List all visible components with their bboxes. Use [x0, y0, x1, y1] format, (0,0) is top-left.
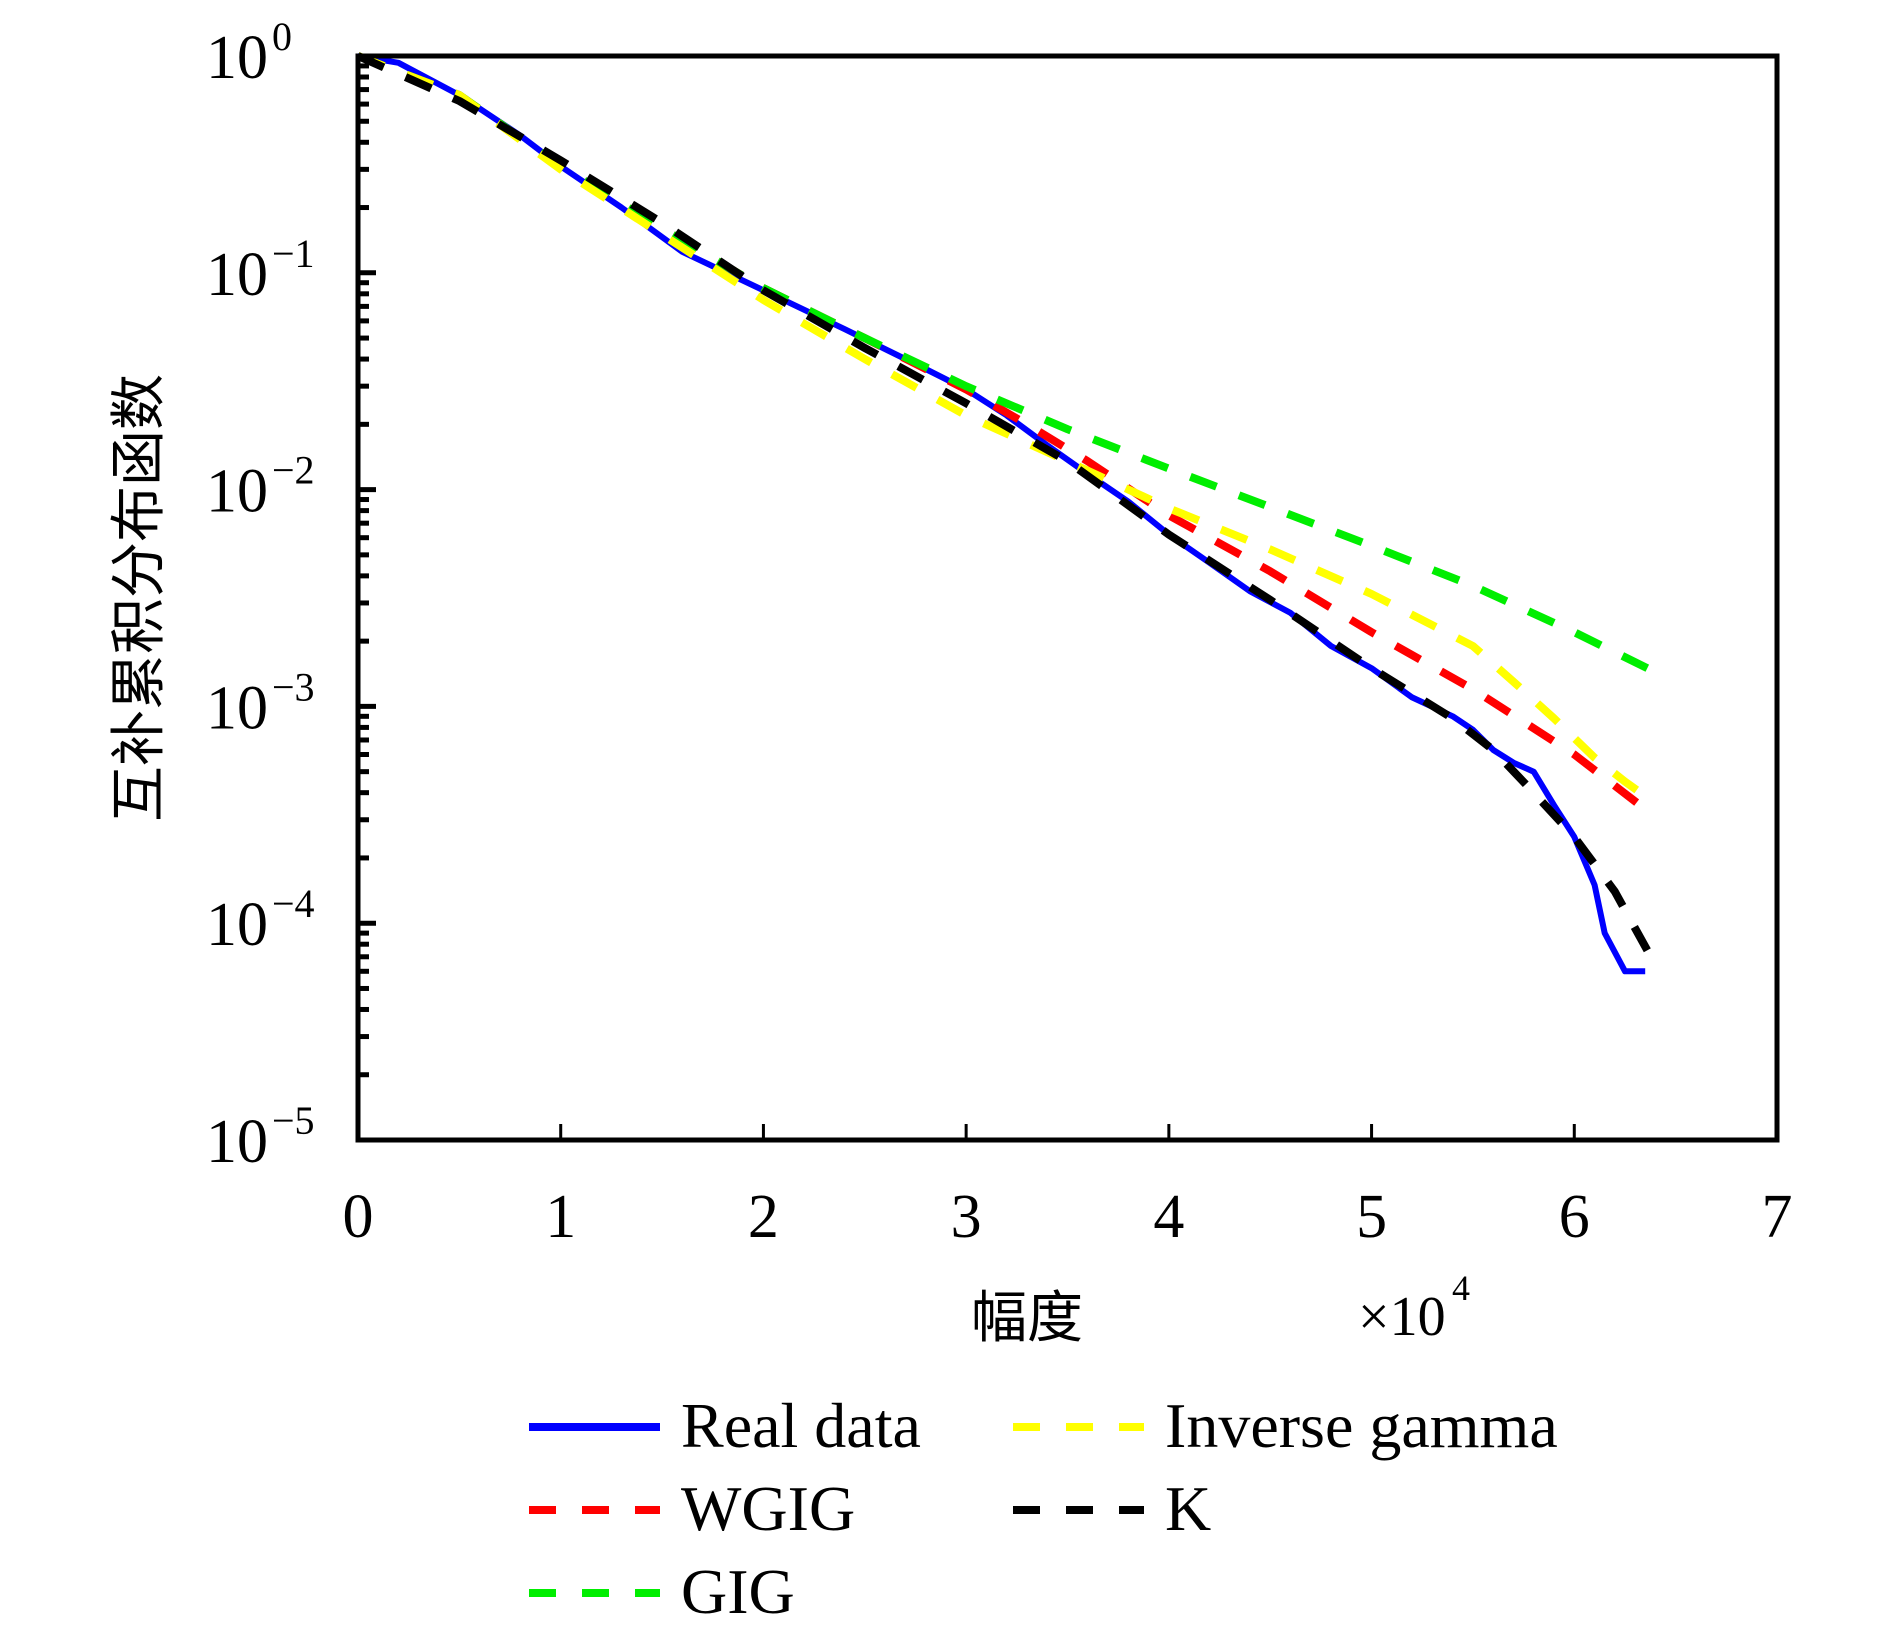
plot-background [358, 56, 1777, 1140]
plot-area [356, 52, 1777, 1140]
y-tick-label-base: 10 [206, 674, 268, 742]
axes [355, 53, 1780, 1143]
x-multiplier-exponent: 4 [1452, 1268, 1470, 1308]
y-tick-label: 10 −3 [206, 664, 315, 742]
y-tick-label-base: 10 [206, 241, 268, 309]
y-tick-label: 10 −5 [206, 1098, 315, 1176]
legend-item-real-data: Real data [529, 1390, 921, 1461]
y-tick-label-exponent: −1 [272, 231, 315, 276]
x-tick-label: 5 [1356, 1183, 1387, 1251]
y-tick-label: 10 0 [206, 14, 292, 92]
x-tick-label: 6 [1559, 1183, 1590, 1251]
series-line-gig [356, 52, 1650, 672]
x-multiplier: ×10 4 [1358, 1268, 1470, 1348]
y-axis-label: 互补累积分布函数 [107, 374, 172, 822]
series-line-inverse-gamma [356, 52, 1650, 801]
series-layer [356, 52, 1651, 975]
y-tick-label-base: 10 [206, 458, 268, 526]
series-line-k [356, 52, 1651, 953]
x-tick-label: 1 [545, 1183, 576, 1251]
x-tick-label: 4 [1153, 1183, 1184, 1251]
legend-item-wgig: WGIG [529, 1473, 855, 1544]
y-tick-label-exponent: 0 [272, 14, 292, 59]
y-tick-label-exponent: −3 [272, 664, 315, 709]
x-tick-labels: 0 1 2 3 4 5 6 7 [343, 1183, 1793, 1251]
y-tick-label-exponent: −4 [272, 881, 315, 926]
legend-item-k: K [1013, 1473, 1211, 1544]
y-tick-label-exponent: −2 [272, 448, 315, 493]
axes-frame [355, 53, 1780, 1143]
x-tick-label: 0 [343, 1183, 374, 1251]
legend-label: K [1165, 1473, 1211, 1544]
y-tick-label: 10 −2 [206, 448, 315, 526]
x-tick-label: 2 [748, 1183, 779, 1251]
x-tick-label: 7 [1762, 1183, 1793, 1251]
x-multiplier-base: ×10 [1358, 1286, 1446, 1348]
legend-label: WGIG [681, 1473, 855, 1544]
y-tick-label-base: 10 [206, 891, 268, 959]
legend-label: Inverse gamma [1165, 1390, 1558, 1461]
x-tick-label: 3 [951, 1183, 982, 1251]
y-tick-label-exponent: −5 [272, 1098, 315, 1143]
x-axis-label: 幅度 [971, 1286, 1083, 1351]
y-tick-label-base: 10 [206, 24, 268, 92]
legend-label: Real data [681, 1390, 921, 1461]
y-tick-label: 10 −4 [206, 881, 315, 959]
y-tick-label-base: 10 [206, 1108, 268, 1176]
legend-label: GIG [681, 1556, 795, 1627]
legend-item-inverse-gamma: Inverse gamma [1013, 1390, 1558, 1461]
legend: Real data WGIG GIG Inverse gamma K [529, 1390, 1558, 1627]
legend-item-gig: GIG [529, 1556, 795, 1627]
y-tick-label: 10 −1 [206, 231, 315, 309]
